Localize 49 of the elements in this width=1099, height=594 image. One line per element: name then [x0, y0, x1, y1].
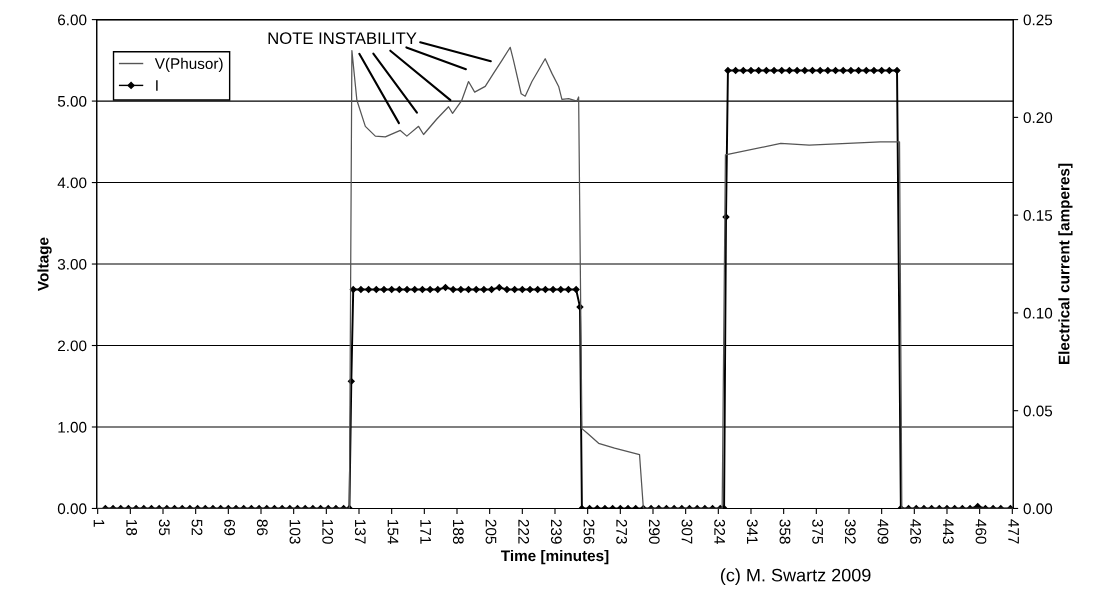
y2-tick-label: 0.00 — [1023, 503, 1053, 515]
y-tick-label: 3.00 — [57, 258, 87, 270]
y-tick-label: 2.00 — [58, 340, 87, 352]
x-tick-label: 120 — [322, 520, 334, 544]
y-tick-label: 5.00 — [57, 95, 87, 107]
x-tick-label: 290 — [648, 519, 660, 544]
legend-label: I — [156, 80, 158, 91]
x-tick-label: 1 — [93, 520, 105, 527]
x-tick-label: 392 — [844, 519, 856, 544]
x-tick-label: 307 — [681, 519, 693, 544]
x-tick-label: 171 — [420, 520, 431, 544]
legend-label: V(Phusor) — [154, 57, 223, 73]
text: (c) M. Swartz 2009 — [720, 568, 871, 586]
x-tick-label: 358 — [779, 519, 791, 544]
x-tick-label: 324 — [714, 519, 726, 544]
x-tick-label: 460 — [975, 519, 987, 544]
x-tick-label: 52 — [191, 519, 203, 536]
x-tick-label: 375 — [812, 519, 824, 544]
x-tick-label: 103 — [289, 520, 301, 544]
x-tick-label: 239 — [550, 519, 562, 544]
x-tick-label: 409 — [877, 519, 889, 544]
x-tick-label: 35 — [158, 519, 170, 536]
x-tick-label: 69 — [224, 519, 236, 536]
x-tick-label: 443 — [942, 519, 954, 544]
x-tick-label: 477 — [1008, 519, 1019, 544]
y-tick-label: 6.00 — [58, 14, 87, 26]
x-tick-label: 256 — [583, 519, 595, 544]
y-tick-label: 0.00 — [57, 503, 87, 515]
y-axis-title: Voltage — [37, 237, 52, 291]
y2-tick-label: 0.05 — [1023, 405, 1053, 417]
x-tick-label: 18 — [126, 520, 138, 536]
x-tick-label: 86 — [256, 519, 268, 536]
y2-tick-label: 0.15 — [1023, 210, 1053, 221]
y-tick-label: 4.00 — [57, 177, 87, 189]
y-tick-label: 1.00 — [58, 421, 87, 433]
x-tick-label: 205 — [485, 519, 497, 544]
y2-axis-title: Electrical current [amperes] — [1058, 163, 1073, 365]
x-tick-label: 137 — [354, 520, 366, 544]
x-tick-label: 426 — [910, 519, 922, 544]
x-tick-label: 273 — [616, 519, 628, 544]
x-axis-title: Time [minutes] — [500, 549, 609, 565]
x-tick-label: 341 — [746, 519, 758, 544]
x-tick-label: 154 — [387, 520, 399, 544]
x-tick-label: 188 — [452, 520, 464, 544]
y2-tick-label: 0.20 — [1023, 112, 1053, 124]
y2-tick-label: 0.25 — [1023, 14, 1053, 26]
y2-tick-label: 0.10 — [1023, 307, 1053, 319]
annotation: NOTE INSTABILITY — [268, 32, 417, 45]
x-tick-label: 222 — [518, 519, 530, 544]
